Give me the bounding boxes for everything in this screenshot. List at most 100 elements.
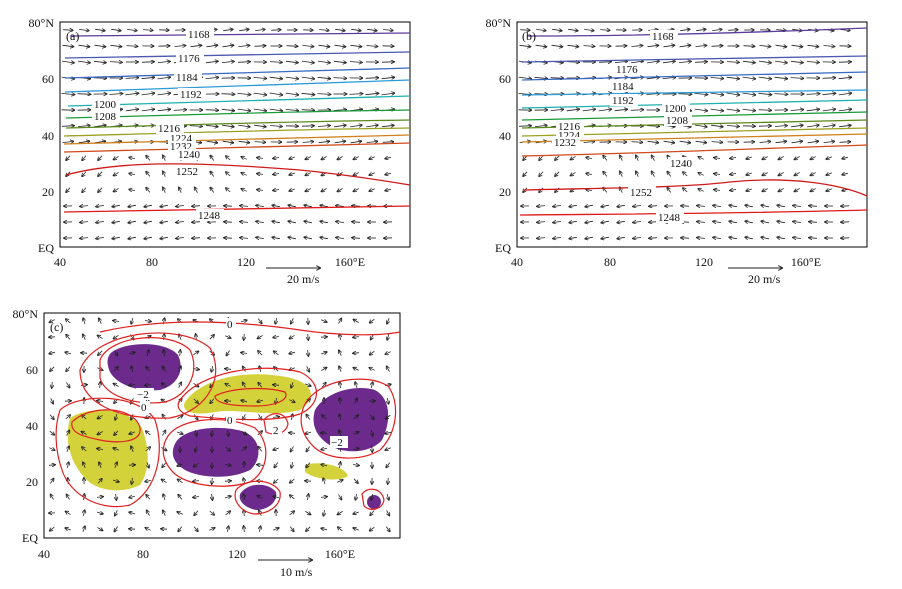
wind-vector [365,93,379,94]
wind-vector [244,526,245,533]
wind-vector [350,45,362,46]
wind-vector [289,400,294,403]
wind-vector [241,189,247,192]
wind-vector [77,61,90,63]
wind-vector [237,109,251,111]
wind-vector [237,93,251,94]
wind-vector [838,93,852,95]
wind-vector [305,511,310,514]
wind-vector [304,221,312,223]
wind-vector [305,432,312,434]
wind-vector [129,432,135,434]
wind-vector [647,141,659,142]
wind-vector [321,367,326,371]
wind-vector [243,494,244,500]
wind-vector [679,141,691,143]
contour-label: 1168 [652,31,674,43]
wind-vector [160,205,168,206]
wind-vector [321,448,327,449]
wind-vector [176,222,185,223]
wind-vector [144,205,152,207]
wind-vector [206,141,218,143]
wind-vector [112,237,120,238]
wind-vector [94,45,106,47]
wind-vector [353,353,360,354]
wind-vector [696,29,706,30]
wind-vector [93,61,106,62]
wind-vector [114,430,119,435]
wind-vector [369,368,375,371]
wind-vector [339,318,342,324]
wind-vector [697,238,706,239]
wind-vector [306,446,310,452]
wind-vector [62,141,74,142]
wind-vector [712,29,722,30]
wind-vector [321,464,327,465]
wind-vector [383,30,393,31]
wind-vector [257,335,263,339]
wind-vector [663,141,675,143]
wind-vector [212,429,213,436]
wind-vector [762,189,768,192]
wind-vector [601,205,609,207]
wind-vector [550,109,564,110]
wind-vector [320,205,328,206]
wind-vector [631,46,643,47]
wind-vector [177,432,183,434]
wind-vector [320,497,327,498]
wind-vector [369,173,375,175]
wind-vector [745,237,753,239]
wind-vector [791,141,803,143]
wind-vector [194,462,199,466]
wind-vector [553,221,562,222]
wind-vector [742,61,755,62]
wind-vector [387,318,389,324]
contour-label: 1200 [664,103,687,115]
wind-vector [272,417,279,418]
wind-vector [109,62,122,63]
wind-vector [555,155,560,160]
wind-vector [81,432,87,435]
wind-vector [321,433,328,434]
wind-vector [77,94,91,95]
wind-vector [288,237,296,239]
wind-vector [810,189,816,192]
wind-vector [66,319,71,324]
wind-vector [600,30,610,31]
wind-vector [82,415,87,420]
wind-vector [114,172,119,175]
wind-vector [256,237,265,238]
wind-vector [227,526,228,532]
wind-vector [95,29,105,30]
wind-vector [551,45,563,47]
wind-vector [141,93,155,95]
wind-vector [826,173,832,175]
wind-vector [162,383,167,388]
wind-vector [272,205,280,206]
wind-vector [353,319,359,323]
lat-tick: 60 [42,72,54,86]
wind-vector [317,126,330,127]
wind-vector [339,366,341,372]
wind-vector [78,141,90,143]
wind-vector [697,206,706,207]
wind-vector [822,93,836,94]
wind-vector [301,77,315,79]
wind-vector [83,462,85,468]
wind-vector [290,495,295,500]
wind-vector [369,414,374,420]
wind-vector [132,477,133,484]
wind-vector [806,62,819,63]
wind-vector [711,142,723,143]
wind-vector [349,62,362,63]
wind-vector [269,62,282,63]
panel-a-height-contours [63,32,411,213]
wind-vector [257,158,264,159]
wind-vector [385,526,390,532]
wind-vector [385,173,391,174]
wind-vector [180,350,181,357]
lat-tick: 80°N [13,307,39,321]
wind-vector [335,29,345,30]
wind-vector [603,172,608,177]
wind-vector [633,222,642,223]
